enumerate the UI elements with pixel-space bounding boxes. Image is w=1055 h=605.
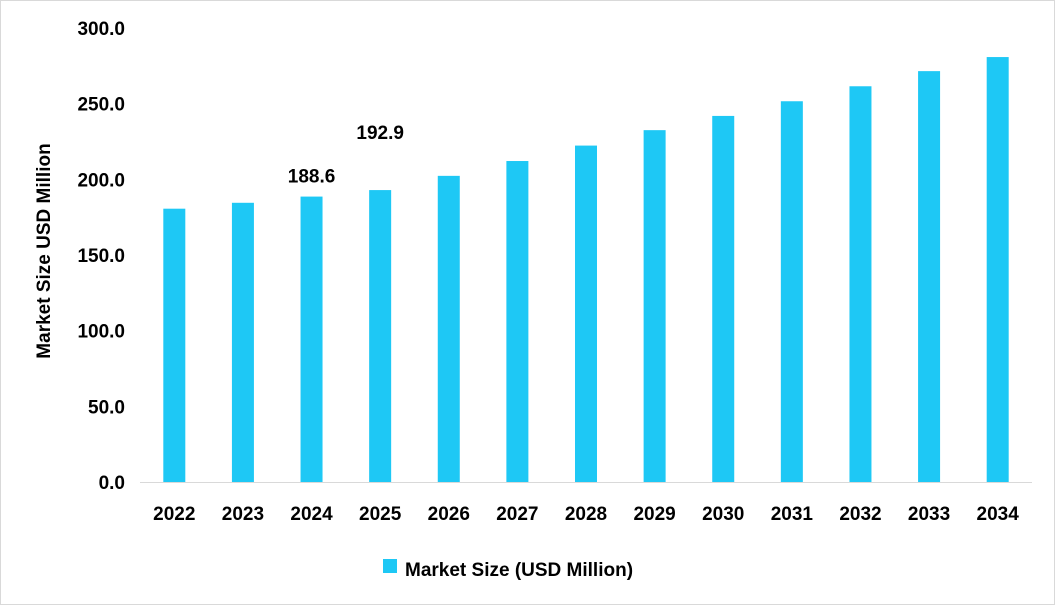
data-label-2025: 192.9 [356,123,404,144]
x-tick-label: 2032 [839,504,881,525]
x-tick-label: 2033 [908,504,950,525]
bar-2031 [780,101,803,482]
bars [163,57,1009,483]
x-tick-label: 2024 [290,504,333,525]
data-labels: 188.6 192.9 [288,123,404,188]
y-tick-label: 300.0 [77,19,125,40]
x-tick-label: 2022 [153,504,195,525]
data-label-2024: 188.6 [288,167,336,188]
x-tick-label: 2029 [633,504,675,525]
x-tick-label: 2027 [496,504,538,525]
bar-2028 [575,145,597,482]
x-tick-label: 2034 [977,504,1020,525]
legend-swatch [383,559,397,573]
bar-2032 [849,86,872,482]
y-tick-label: 150.0 [77,246,125,267]
bar-2025 [369,190,392,482]
x-tick-label: 2028 [565,504,607,525]
bar-2034 [986,57,1009,482]
bar-2029 [643,130,666,482]
x-tick-label: 2023 [222,504,264,525]
bar-2030 [712,115,735,482]
bar-2026 [437,175,460,482]
bar-2022 [163,208,186,482]
bar-2027 [506,161,529,482]
legend: Market Size (USD Million) [383,559,633,581]
x-tick-label: 2030 [702,504,744,525]
y-axis-title: Market Size USD Million [34,143,55,358]
y-tick-label: 100.0 [77,322,125,343]
y-tick-label: 0.0 [99,473,125,494]
y-tick-label: 50.0 [88,397,125,418]
bar-2023 [231,202,254,483]
legend-label: Market Size (USD Million) [405,560,633,581]
x-tick-label: 2026 [428,504,470,525]
bar-2024 [300,196,323,482]
y-tick-label: 250.0 [77,95,125,116]
x-tick-label: 2025 [359,504,402,525]
y-tick-label: 200.0 [77,170,125,191]
x-tick-label: 2031 [771,504,814,525]
x-axis-ticks: 2022 2023 2024 2025 2026 2027 2028 2029 2030 2031… [153,504,1019,525]
bar-2033 [918,71,941,482]
y-axis-ticks: 0.0 50.0 100.0 150.0 200.0 250.0 300.0 [77,19,125,494]
